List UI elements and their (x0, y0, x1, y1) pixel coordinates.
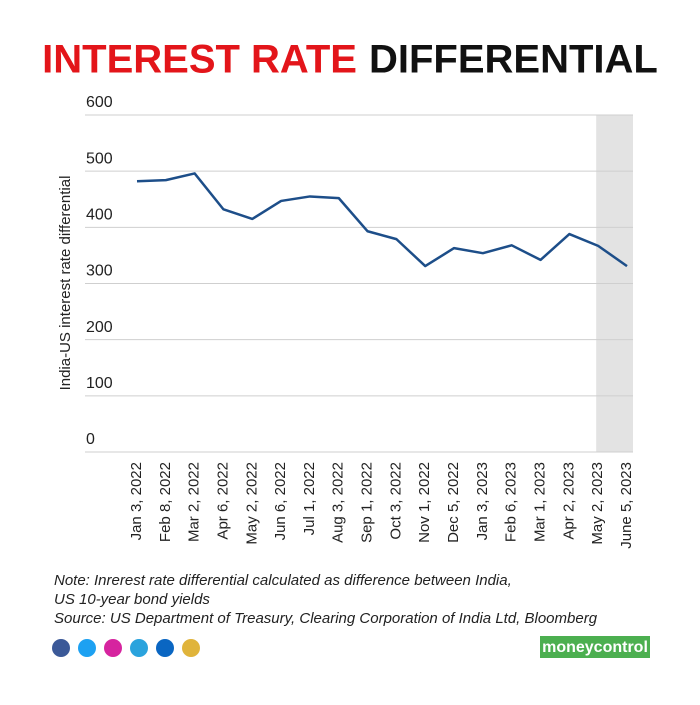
chart-title: INTEREST RATE (42, 38, 357, 82)
icon[interactable] (52, 639, 70, 657)
brand-name: moneycontrol (542, 639, 648, 656)
chart-title: DIFFERENTIAL (369, 38, 658, 82)
social-icons (52, 639, 200, 657)
x-tick-label: Sep 1, 2022 (359, 462, 376, 543)
y-tick-label: 300 (86, 263, 113, 280)
x-tick-label: Feb 6, 2023 (503, 462, 520, 542)
icon[interactable] (104, 639, 122, 657)
x-tick-label: Oct 3, 2022 (387, 462, 404, 540)
icon[interactable] (182, 639, 200, 657)
x-tick-label: Jan 3, 2023 (474, 462, 491, 540)
y-tick-label: 600 (86, 94, 113, 111)
y-tick-label: 0 (86, 431, 95, 448)
y-tick-label: 100 (86, 375, 113, 392)
icon[interactable] (130, 639, 148, 657)
data-line (136, 172, 628, 268)
x-tick-label: Dec 5, 2022 (445, 462, 462, 543)
x-tick-label: Feb 8, 2022 (157, 462, 174, 542)
y-tick-label: 400 (86, 207, 113, 224)
x-tick-label: Mar 1, 2023 (531, 462, 548, 542)
x-tick-label: Mar 2, 2022 (186, 462, 203, 542)
x-tick-label: Apr 2, 2023 (560, 462, 577, 540)
note: Source: US Department of Treasury, Clear… (54, 610, 598, 627)
note: Note: Inrerest rate differential calcula… (54, 572, 512, 589)
brand-logo (540, 636, 650, 658)
x-tick-label: Aug 3, 2022 (330, 462, 347, 543)
x-tick-label: Jan 3, 2022 (128, 462, 145, 540)
note: US 10-year bond yields (54, 591, 210, 608)
icon[interactable] (78, 639, 96, 657)
x-tick-label: Jun 6, 2022 (272, 462, 289, 540)
icon[interactable] (156, 639, 174, 657)
x-tick-label: Nov 1, 2022 (416, 462, 433, 543)
x-tick-label: May 2, 2023 (589, 462, 606, 545)
x-tick-label: Apr 6, 2022 (214, 462, 231, 540)
x-tick-label: Jul 1, 2022 (301, 462, 318, 535)
x-tick-label: May 2, 2022 (243, 462, 260, 545)
y-tick-label: 500 (86, 150, 113, 167)
x-tick-label: June 5, 2023 (618, 462, 635, 549)
y-tick-label: 200 (86, 319, 113, 336)
y-axis-label: India-US interest rate differential (57, 176, 74, 391)
